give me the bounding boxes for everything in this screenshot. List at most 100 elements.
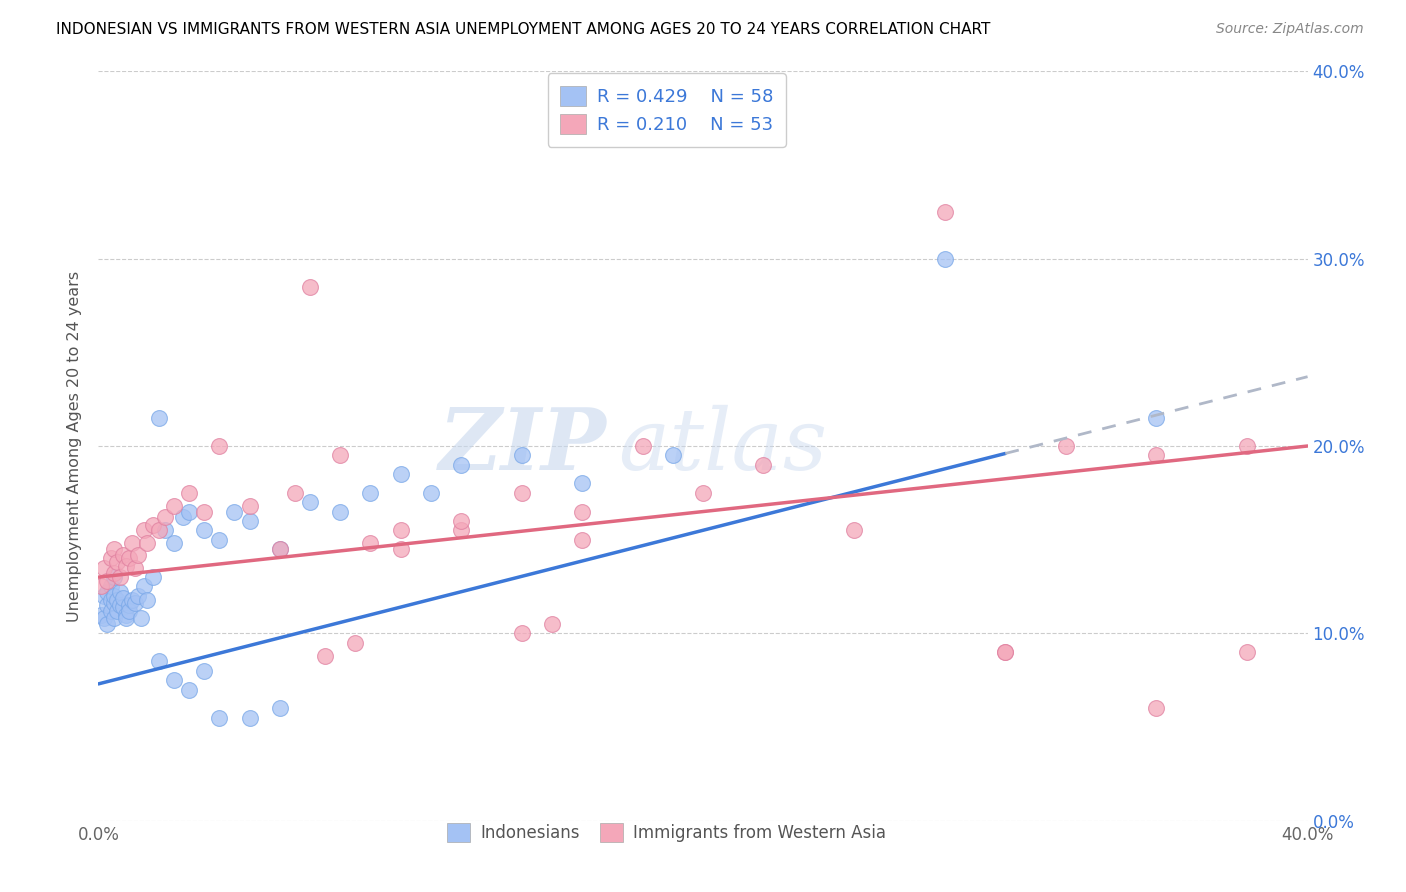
Point	[105, 592, 128, 607]
Point	[103, 570, 125, 584]
Point	[127, 589, 149, 603]
Point	[752, 112, 775, 126]
Point	[153, 524, 176, 538]
Point	[329, 449, 352, 463]
Point	[208, 710, 231, 724]
Point	[103, 566, 125, 581]
Point	[360, 486, 382, 500]
Point	[114, 611, 136, 625]
Point	[100, 580, 122, 594]
Point	[752, 458, 775, 472]
Point	[1144, 449, 1167, 463]
Point	[510, 626, 533, 640]
Point	[148, 655, 170, 669]
Point	[193, 664, 215, 678]
Point	[108, 599, 131, 613]
Point	[96, 574, 118, 588]
Point	[389, 542, 412, 557]
Point	[360, 536, 382, 550]
Point	[269, 701, 291, 715]
Point	[129, 611, 152, 625]
Point	[299, 280, 322, 294]
Point	[571, 533, 593, 547]
Point	[118, 604, 141, 618]
Point	[114, 607, 136, 622]
Point	[163, 673, 186, 688]
Point	[111, 591, 134, 605]
Point	[994, 645, 1017, 659]
Point	[389, 467, 412, 482]
Point	[314, 648, 336, 663]
Point	[208, 533, 231, 547]
Point	[193, 505, 215, 519]
Point	[124, 596, 146, 610]
Point	[208, 439, 231, 453]
Point	[103, 542, 125, 557]
Point	[1144, 701, 1167, 715]
Point	[103, 589, 125, 603]
Point	[103, 596, 125, 610]
Point	[118, 551, 141, 566]
Point	[100, 592, 122, 607]
Point	[1144, 411, 1167, 425]
Point	[114, 558, 136, 573]
Point	[96, 585, 118, 599]
Point	[329, 505, 352, 519]
Point	[121, 592, 143, 607]
Point	[239, 514, 262, 528]
Point	[510, 486, 533, 500]
Point	[510, 449, 533, 463]
Point	[692, 486, 714, 500]
Point	[100, 551, 122, 566]
Point	[96, 599, 118, 613]
Point	[571, 476, 593, 491]
Point	[450, 524, 472, 538]
Point	[450, 458, 472, 472]
Point	[93, 611, 115, 625]
Point	[111, 548, 134, 562]
Point	[172, 510, 194, 524]
Point	[132, 580, 155, 594]
Point	[163, 536, 186, 550]
Point	[153, 510, 176, 524]
Point	[179, 505, 201, 519]
Point	[108, 585, 131, 599]
Point	[111, 600, 134, 615]
Point	[127, 548, 149, 562]
Point	[269, 542, 291, 557]
Point	[420, 486, 443, 500]
Point	[631, 439, 654, 453]
Point	[93, 561, 115, 575]
Point	[135, 592, 157, 607]
Text: atlas: atlas	[619, 405, 828, 487]
Point	[239, 499, 262, 513]
Point	[540, 617, 562, 632]
Point	[121, 536, 143, 550]
Point	[148, 524, 170, 538]
Point	[389, 524, 412, 538]
Point	[90, 607, 112, 622]
Point	[105, 555, 128, 569]
Text: ZIP: ZIP	[439, 404, 606, 488]
Point	[344, 635, 367, 649]
Point	[299, 495, 322, 509]
Text: Source: ZipAtlas.com: Source: ZipAtlas.com	[1216, 22, 1364, 37]
Point	[179, 682, 201, 697]
Point	[163, 499, 186, 513]
Point	[103, 611, 125, 625]
Point	[934, 205, 956, 219]
Y-axis label: Unemployment Among Ages 20 to 24 years: Unemployment Among Ages 20 to 24 years	[67, 270, 83, 622]
Point	[105, 604, 128, 618]
Point	[142, 517, 165, 532]
Point	[90, 580, 112, 594]
Point	[118, 599, 141, 613]
Point	[1236, 645, 1258, 659]
Point	[132, 524, 155, 538]
Point	[100, 604, 122, 618]
Point	[108, 570, 131, 584]
Point	[450, 514, 472, 528]
Point	[844, 524, 866, 538]
Point	[284, 486, 307, 500]
Point	[1054, 439, 1077, 453]
Point	[224, 505, 246, 519]
